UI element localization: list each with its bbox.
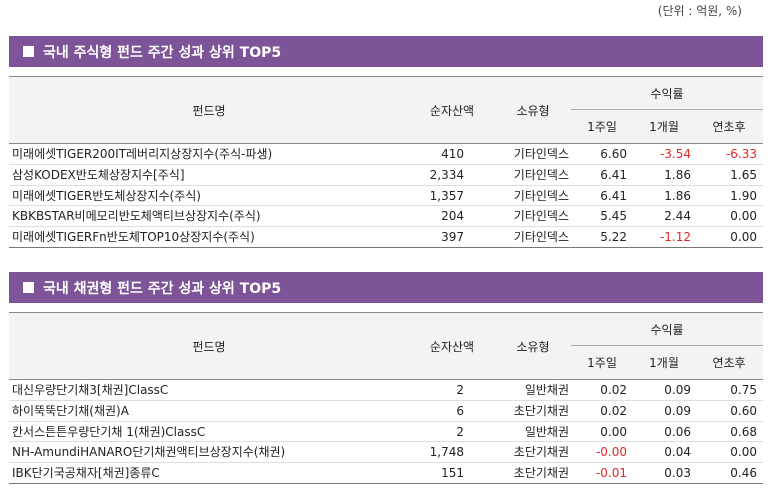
return-ytd-cell: 1.65 [730, 167, 757, 182]
table-row: 미래에셋TIGERFn반도체TOP10상장지수(주식) 397 기타인덱스 5.22 -… [9, 227, 763, 248]
col-header-assets: 순자산액 [429, 339, 475, 354]
table-row: KBKBSTAR비메모리반도체액티브상장지수(주식) 204 기타인덱스 5.45 2.… [9, 206, 763, 228]
return-1w-cell: 0.00 [600, 424, 627, 439]
table-row: IBK단기국공채자[채권]종류C 151 초단기채권 -0.01 0.03 0.46 [9, 463, 763, 484]
fund-type-cell: 기타인덱스 [513, 147, 569, 161]
fund-name-cell: 하이뚝뚝단기채(채권)A [12, 403, 129, 418]
fund-name-cell: NH-AmundiHANARO단기채권액티브상장지수(채권) [12, 445, 286, 460]
return-ytd-cell: 0.00 [730, 445, 757, 460]
return-1w-cell: 0.02 [600, 403, 627, 418]
table-row: 대신우량단기채3[채권]ClassC 2 일반채권 0.02 0.09 0.75 [9, 380, 763, 401]
col-header-ytd: 연초후 [712, 120, 746, 134]
return-1m-cell: -3.54 [659, 147, 691, 161]
fund-type-cell: 일반채권 [524, 424, 569, 439]
col-header-name: 펀드명 [192, 103, 226, 118]
fund-type-cell: 기타인덱스 [513, 230, 569, 245]
net-assets-cell: 1,357 [429, 188, 464, 203]
col-header-ytd: 연초후 [712, 356, 746, 370]
col-header-returns: 수익률 [571, 313, 763, 346]
return-ytd-cell: 0.46 [730, 466, 757, 481]
fund-type-cell: 일반채권 [524, 383, 569, 397]
table-row: 칸서스튼튼우량단기채 1(채권)ClassC 2 일반채권 0.00 0.06 0.68 [9, 422, 763, 443]
table-row: 하이뚝뚝단기채(채권)A 6 초단기채권 0.02 0.09 0.60 [9, 401, 763, 422]
section-title-text: 국내 주식형 펀드 주간 성과 상위 TOP5 [43, 44, 282, 61]
net-assets-cell: 204 [441, 209, 464, 224]
col-header-month1: 1개월 [649, 356, 679, 370]
col-header-type: 소유형 [516, 339, 550, 354]
return-1m-cell: 1.86 [664, 167, 691, 182]
return-1m-cell: 0.04 [664, 445, 691, 460]
return-1w-cell: 6.60 [600, 147, 627, 161]
col-header-month1: 1개월 [649, 120, 679, 134]
fund-type-cell: 기타인덱스 [513, 167, 569, 182]
return-1w-cell: 6.41 [600, 167, 627, 182]
return-1w-cell: 5.45 [600, 209, 627, 224]
table-row: 삼성KODEX반도체상장지수[주식] 2,334 기타인덱스 6.41 1.86 1.65 [9, 165, 763, 186]
net-assets-cell: 397 [441, 230, 464, 245]
return-1w-cell: 0.02 [600, 383, 627, 397]
return-1w-cell: 6.41 [600, 188, 627, 203]
table-row: 미래에셋TIGER반도체상장지수(주식) 1,357 기타인덱스 6.41 1.86 1.… [9, 186, 763, 207]
col-header-returns: 수익률 [571, 77, 763, 110]
return-1m-cell: 2.44 [664, 209, 691, 224]
table-row: 미래에셋TIGER200IT레버리지상장지수(주식-파생) 410 기타인덱스 6.6… [9, 144, 763, 165]
fund-type-cell: 초단기채권 [513, 403, 569, 418]
net-assets-cell: 410 [441, 147, 464, 161]
fund-type-cell: 초단기채권 [513, 445, 569, 460]
return-ytd-cell: 0.00 [730, 209, 757, 224]
table-header-bond: 펀드명 순자산액 소유형 수익률 1주일 1개월 연초후 [9, 312, 763, 380]
square-bullet-icon [23, 282, 34, 293]
table-body-equity: 미래에셋TIGER200IT레버리지상장지수(주식-파생) 410 기타인덱스 6.6… [9, 144, 763, 248]
section-title-bond: 국내 채권형 펀드 주간 성과 상위 TOP5 [9, 272, 763, 303]
fund-type-cell: 기타인덱스 [513, 209, 569, 224]
net-assets-cell: 1,748 [429, 445, 464, 460]
return-ytd-cell: 0.00 [730, 230, 757, 245]
fund-name-cell: 미래에셋TIGERFn반도체TOP10상장지수(주식) [12, 230, 255, 245]
return-1m-cell: 0.06 [664, 424, 691, 439]
return-ytd-cell: 1.90 [730, 188, 757, 203]
net-assets-cell: 6 [456, 403, 464, 418]
fund-name-cell: 미래에셋TIGER200IT레버리지상장지수(주식-파생) [12, 147, 273, 161]
return-1w-cell: -0.00 [595, 445, 627, 460]
col-header-week1: 1주일 [587, 120, 617, 134]
return-1m-cell: 1.86 [664, 188, 691, 203]
fund-name-cell: 미래에셋TIGER반도체상장지수(주식) [12, 188, 201, 203]
fund-name-cell: 대신우량단기채3[채권]ClassC [12, 383, 169, 397]
fund-name-cell: IBK단기국공채자[채권]종류C [12, 466, 160, 481]
fund-type-cell: 기타인덱스 [513, 188, 569, 203]
square-bullet-icon [23, 46, 34, 57]
return-1m-cell: 0.03 [664, 466, 691, 481]
return-ytd-cell: -6.33 [725, 147, 757, 161]
net-assets-cell: 2 [456, 424, 464, 439]
return-1m-cell: -1.12 [659, 230, 691, 245]
col-header-assets: 순자산액 [429, 103, 475, 118]
unit-label: (단위 : 억원, %) [657, 4, 742, 18]
fund-name-cell: 칸서스튼튼우량단기채 1(채권)ClassC [12, 424, 206, 439]
return-1w-cell: 5.22 [600, 230, 627, 245]
col-header-week1: 1주일 [587, 356, 617, 370]
return-1m-cell: 0.09 [664, 383, 691, 397]
table-body-bond: 대신우량단기채3[채권]ClassC 2 일반채권 0.02 0.09 0.75 하이뚝뚝단… [9, 380, 763, 484]
return-1m-cell: 0.09 [664, 403, 691, 418]
net-assets-cell: 2 [456, 383, 464, 397]
col-header-type: 소유형 [516, 103, 550, 118]
net-assets-cell: 151 [441, 466, 464, 481]
fund-type-cell: 초단기채권 [513, 466, 569, 481]
section-title-equity: 국내 주식형 펀드 주간 성과 상위 TOP5 [9, 36, 763, 67]
table-row: NH-AmundiHANARO단기채권액티브상장지수(채권) 1,748 초단기채권… [9, 442, 763, 464]
net-assets-cell: 2,334 [429, 167, 464, 182]
return-1w-cell: -0.01 [595, 466, 627, 481]
return-ytd-cell: 0.68 [730, 424, 757, 439]
section-title-text: 국내 채권형 펀드 주간 성과 상위 TOP5 [43, 280, 282, 297]
fund-name-cell: 삼성KODEX반도체상장지수[주식] [12, 167, 185, 182]
fund-name-cell: KBKBSTAR비메모리반도체액티브상장지수(주식) [12, 209, 261, 224]
return-ytd-cell: 0.75 [730, 383, 757, 397]
table-header-equity: 펀드명 순자산액 소유형 수익률 1주일 1개월 연초후 [9, 76, 763, 144]
return-ytd-cell: 0.60 [730, 403, 757, 418]
col-header-name: 펀드명 [192, 339, 226, 354]
